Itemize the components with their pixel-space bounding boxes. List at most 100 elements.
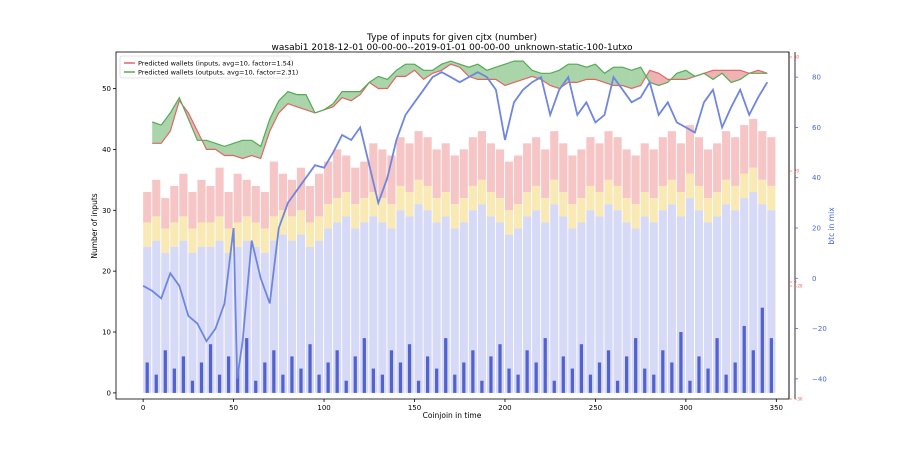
bar-lavender (486, 216, 496, 393)
bar-pink (188, 192, 197, 229)
bar-yellow (305, 222, 315, 247)
fill-segment (396, 64, 406, 77)
bar-pink (260, 192, 269, 229)
bar-pink (649, 149, 658, 199)
bar-yellow (477, 179, 486, 205)
bar-yellow (613, 185, 622, 211)
bar-lavender (676, 216, 685, 393)
fill-segment (161, 112, 171, 144)
bar-lavender (740, 198, 749, 393)
bar-yellow (161, 228, 170, 253)
bar-yellow (595, 192, 604, 217)
bar-yellow (586, 185, 595, 211)
bar-dark (416, 380, 421, 393)
fill-segment (260, 118, 270, 159)
bar-dark (281, 374, 285, 393)
bar-pink (351, 167, 360, 205)
bar-yellow (713, 192, 722, 217)
y-tick-label: 0 (107, 389, 111, 397)
bar-yellow (315, 216, 324, 241)
y-tick-label: 40 (102, 146, 111, 154)
bar-dark (380, 374, 385, 393)
fill-segment (676, 70, 686, 80)
bar-dark (172, 368, 176, 393)
bar-dark (254, 380, 258, 393)
y3-tick-label: −20 (794, 284, 803, 289)
bar-lavender (532, 210, 541, 393)
fill-segment (188, 112, 198, 141)
legend-label-outputs: Predicted wallets (outputs, avg=10, fact… (138, 69, 298, 77)
series-line-inputs (152, 63, 768, 160)
bar-lavender (568, 228, 577, 393)
bar-yellow (568, 204, 577, 229)
bar-lavender (749, 192, 758, 393)
bar-lavender (604, 204, 613, 393)
bar-pink (731, 137, 740, 186)
bar-pink (170, 185, 179, 223)
bar-pink (523, 143, 532, 193)
bar-lavender (713, 216, 722, 393)
bar-dark (634, 338, 638, 393)
y-tick-label: 10 (102, 329, 111, 337)
fill-segment (351, 91, 361, 101)
bar-yellow (152, 216, 161, 241)
bar-dark (625, 356, 629, 393)
bar-pink (613, 137, 622, 186)
bar-pink (749, 118, 758, 168)
bar-yellow (296, 210, 306, 235)
bar-yellow (514, 204, 523, 229)
y3-tick-label: −30 (794, 397, 803, 402)
bar-yellow (722, 179, 731, 205)
y-ticks: 0 10 20 30 40 50 (102, 85, 116, 397)
bar-pink (667, 131, 676, 180)
bar-dark (371, 368, 375, 393)
bar-dark (507, 368, 511, 393)
bar-lavender (414, 204, 423, 393)
bar-dark (344, 380, 348, 393)
fill-segment (713, 70, 723, 80)
bar-lavender (179, 240, 188, 393)
fill-segment (514, 61, 524, 83)
fill-segment (296, 94, 306, 110)
bar-lavender (649, 222, 658, 393)
y-tick-label: 50 (102, 85, 111, 93)
bar-pink (206, 185, 215, 223)
bar-pink (405, 143, 414, 193)
bar-yellow (577, 198, 586, 223)
fill-segment (740, 70, 750, 80)
bar-dark (679, 332, 683, 393)
bar-dark (597, 362, 602, 393)
bar-pink (197, 179, 206, 223)
bar-yellow (486, 192, 496, 217)
bar-pink (694, 137, 704, 186)
x-tick-label: 200 (498, 404, 511, 412)
bar-yellow (658, 185, 667, 211)
bar-pink (758, 131, 767, 180)
bar-yellow (495, 198, 505, 223)
bar-pink (541, 149, 550, 199)
bar-yellow (269, 216, 278, 241)
bar-dark (444, 338, 448, 393)
bar-dark (742, 325, 746, 393)
bar-lavender (722, 204, 731, 393)
bar-lavender (296, 234, 306, 393)
bar-pink (296, 167, 306, 211)
fill-segment (269, 100, 279, 132)
bar-yellow (685, 173, 695, 199)
bar-lavender (667, 204, 676, 393)
fill-segment (369, 76, 379, 89)
fill-segment (378, 76, 388, 89)
fill-segment (152, 122, 162, 144)
bar-yellow (559, 192, 568, 217)
bar-pink (586, 137, 595, 186)
bar-lavender (324, 228, 333, 393)
bar-dark (670, 362, 674, 393)
bar-lavender (305, 246, 315, 393)
bar-yellow (251, 222, 260, 247)
bar-yellow (170, 222, 179, 247)
bar-lavender (161, 252, 170, 393)
fill-segment (215, 143, 225, 156)
bar-pink (251, 185, 260, 223)
bar-pink (396, 137, 405, 186)
